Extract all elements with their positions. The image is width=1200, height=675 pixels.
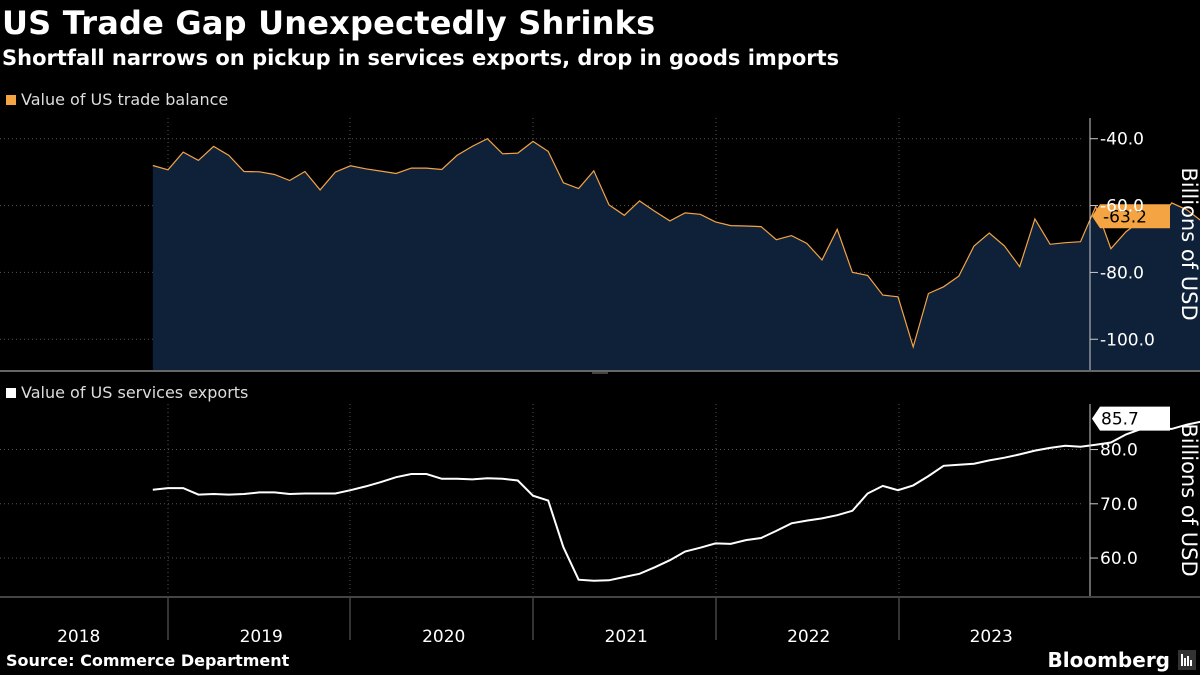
bloomberg-terminal-icon xyxy=(1178,650,1196,670)
y-tick-label: -100.0 xyxy=(1100,330,1155,350)
y-tick-label: 60.0 xyxy=(1100,549,1138,569)
y-tick-label: -80.0 xyxy=(1100,263,1144,283)
chart-subtitle: Shortfall narrows on pickup in services … xyxy=(2,46,840,70)
trade-balance-area xyxy=(152,138,1200,370)
services-exports-line xyxy=(152,420,1200,582)
x-tick-label: 2019 xyxy=(240,627,283,647)
bloomberg-logo: Bloomberg xyxy=(1047,648,1170,672)
services-exports-callout-label: 85.7 xyxy=(1101,410,1139,430)
y-tick-label: 80.0 xyxy=(1100,441,1138,461)
y-tick-label: -60.0 xyxy=(1100,197,1144,217)
services-exports-callout-box xyxy=(1092,406,1170,431)
trade-balance-callout-label: -63.2 xyxy=(1103,207,1147,227)
y-tick-label: 70.0 xyxy=(1100,495,1138,515)
x-tick-label: 2022 xyxy=(787,627,830,647)
legend-label-services-exports: Value of US services exports xyxy=(21,383,249,402)
legend-label-trade-balance: Value of US trade balance xyxy=(21,90,229,109)
legend-swatch-orange xyxy=(6,94,16,105)
x-tick-label: 2021 xyxy=(605,627,648,647)
y-axis-title: Billions of USD xyxy=(1177,423,1200,576)
data-layer: -63.2 85.7 xyxy=(152,137,1200,582)
source-note: Source: Commerce Department xyxy=(6,651,290,670)
x-tick-label: 2023 xyxy=(970,627,1013,647)
trade-balance-callout-box xyxy=(1092,204,1170,229)
x-tick-label: 2020 xyxy=(422,627,465,647)
y-tick-label: -40.0 xyxy=(1100,130,1144,150)
chart-title: US Trade Gap Unexpectedly Shrinks xyxy=(2,4,656,42)
legend-swatch-white xyxy=(6,387,16,398)
legend-trade-balance: Value of US trade balance xyxy=(6,90,228,109)
trade-balance-line xyxy=(152,137,1200,350)
x-tick-label: 2018 xyxy=(57,627,100,647)
axis-layer: 2018 2019 2020 2021 2022 2023-40.0-60.0-80.0-… xyxy=(0,118,1200,647)
y-axis-title: Billions of USD xyxy=(1177,167,1200,320)
legend-services-exports: Value of US services exports xyxy=(6,383,248,402)
